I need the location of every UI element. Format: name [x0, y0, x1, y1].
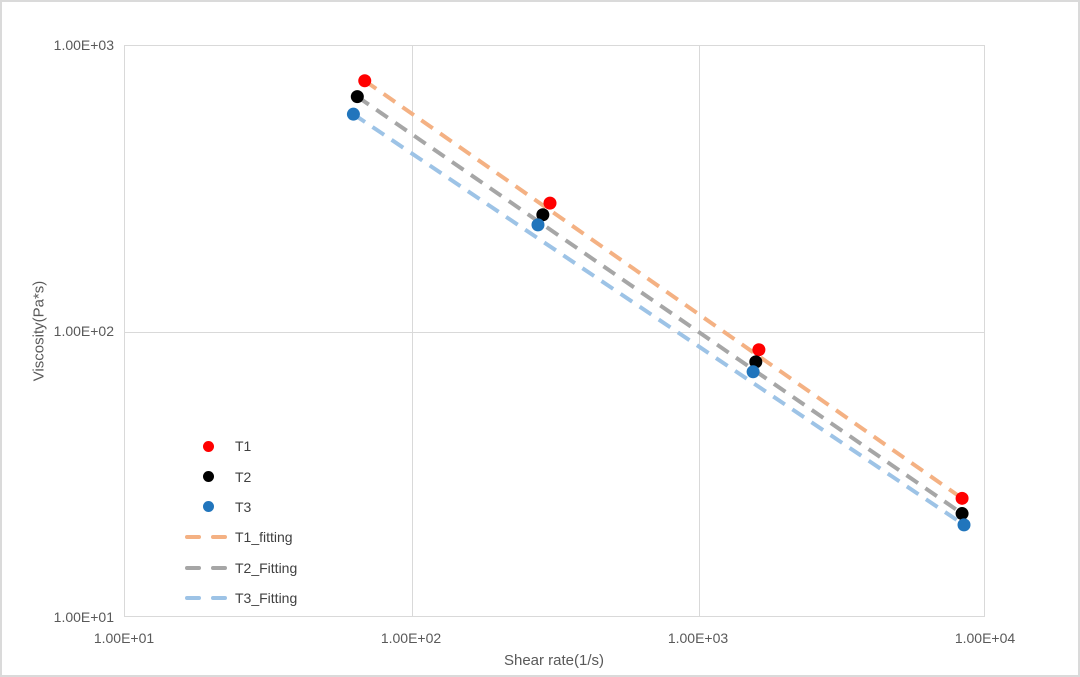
plot-area — [124, 45, 985, 617]
legend-dash-icon-T1_fitting — [185, 535, 231, 540]
legend-item-T3: T3 — [185, 492, 297, 522]
data-point-T2 — [955, 507, 969, 521]
legend-label: T1_fitting — [235, 529, 293, 546]
y-axis-title: Viscosity(Pa*s) — [30, 280, 48, 382]
legend-item-T1: T1 — [185, 431, 297, 461]
legend-dot-icon-T1 — [185, 440, 231, 452]
dash-marker-icon — [185, 596, 201, 601]
y-tick-1e2: 1.00E+02 — [53, 323, 114, 339]
legend-dash-icon-T2_Fitting — [185, 565, 231, 570]
data-point-T1 — [752, 343, 766, 357]
legend-dot-icon-T3 — [185, 501, 231, 513]
legend-label: T3_Fitting — [235, 590, 298, 607]
x-tick-1e4: 1.00E+04 — [954, 630, 1016, 646]
gridline-x-1e2 — [412, 46, 413, 616]
legend-item-T1_fitting: T1_fitting — [185, 522, 297, 552]
data-point-T1 — [358, 74, 372, 88]
y-tick-1e1: 1.00E+01 — [53, 609, 114, 625]
legend-item-T3_Fitting: T3_Fitting — [185, 583, 297, 613]
dash-marker-icon — [211, 535, 227, 540]
data-point-T3 — [957, 518, 971, 532]
fit-line-T2_Fitting — [356, 94, 964, 516]
data-point-T2 — [350, 90, 364, 104]
dash-marker-icon — [211, 596, 227, 601]
legend-dot-icon-T2 — [185, 471, 231, 483]
y-tick-1e3: 1.00E+03 — [53, 37, 114, 53]
legend-item-T2: T2 — [185, 461, 297, 491]
fit-line-T1_fitting — [363, 79, 964, 500]
dash-marker-icon — [185, 565, 201, 570]
data-point-T1 — [543, 196, 557, 210]
data-point-T1 — [955, 491, 969, 505]
dash-marker-icon — [185, 535, 201, 540]
legend-dash-icon-T3_Fitting — [185, 596, 231, 601]
x-axis-title: Shear rate(1/s) — [503, 652, 605, 669]
x-tick-1e2: 1.00E+02 — [380, 630, 442, 646]
data-point-T2 — [749, 355, 763, 369]
data-point-T2 — [536, 208, 550, 222]
fit-line-T3_Fitting — [352, 112, 966, 527]
legend-label: T3 — [235, 498, 252, 515]
legend: T1 T2 T3 T1_fitting T2_Fitting T3_Fitting — [185, 431, 297, 613]
gridline-y-1e2 — [125, 332, 984, 333]
legend-label: T2_Fitting — [235, 559, 298, 576]
x-tick-1e3: 1.00E+03 — [667, 630, 729, 646]
legend-label: T2 — [235, 468, 252, 485]
dot-marker-icon — [202, 501, 214, 513]
data-point-T3 — [346, 107, 360, 121]
data-point-T3 — [746, 365, 760, 379]
x-tick-1e1: 1.00E+01 — [93, 630, 155, 646]
dot-marker-icon — [202, 440, 214, 452]
legend-label: T1 — [235, 438, 252, 455]
dash-marker-icon — [211, 565, 227, 570]
legend-item-T2_Fitting: T2_Fitting — [185, 553, 297, 583]
data-point-T3 — [531, 218, 545, 232]
dot-marker-icon — [202, 471, 214, 483]
